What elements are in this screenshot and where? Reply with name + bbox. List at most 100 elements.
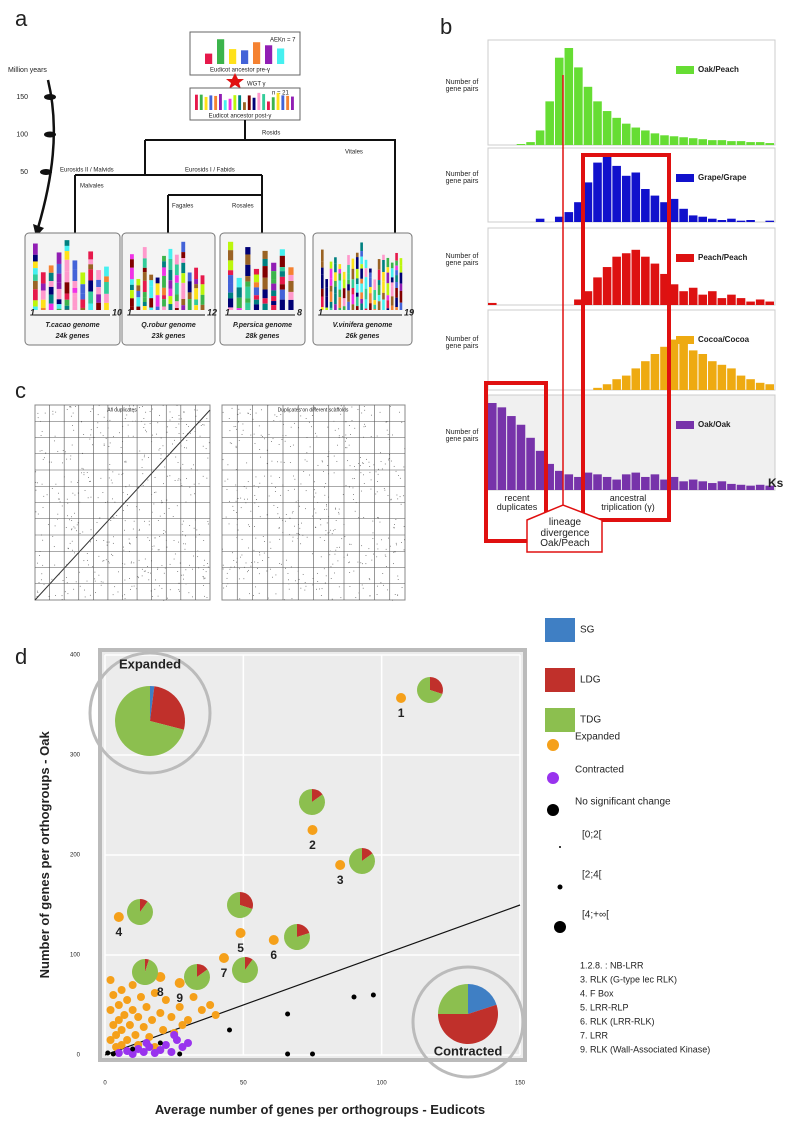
- dot-texture: [241, 434, 243, 435]
- dot-texture: [222, 411, 224, 413]
- dot-texture: [388, 459, 390, 461]
- point: [125, 1021, 134, 1029]
- dot-texture: [192, 596, 193, 598]
- chromosome-segment: [279, 249, 285, 256]
- chromosome-segment: [228, 283, 234, 293]
- dot-texture: [48, 461, 50, 463]
- dot-texture: [275, 574, 277, 576]
- dot-texture: [254, 443, 256, 444]
- dot-texture: [313, 481, 315, 483]
- dot-texture: [108, 468, 110, 470]
- dot-texture: [100, 432, 102, 434]
- histogram-bar: [698, 481, 708, 490]
- dot-texture: [330, 578, 332, 579]
- dot-texture: [81, 472, 82, 474]
- chromosome-segment: [395, 260, 398, 266]
- dot-texture: [316, 572, 318, 574]
- time-tick: [44, 131, 56, 138]
- chromosome-segment: [334, 286, 337, 294]
- dot-texture: [84, 589, 85, 591]
- dot-texture: [61, 595, 63, 597]
- chromosome-segment: [162, 275, 166, 288]
- dot-texture: [401, 587, 403, 588]
- histogram-bar: [688, 287, 698, 305]
- dot-texture: [157, 568, 158, 570]
- ancestral-chromosome: [253, 42, 261, 64]
- orthogroup-label: 9: [176, 991, 183, 1005]
- histogram-bar: [717, 481, 727, 490]
- dot-texture: [51, 488, 53, 489]
- chromosome-segment: [321, 261, 324, 268]
- histogram-bar: [746, 485, 755, 490]
- dot-texture: [350, 543, 352, 545]
- chromosome-segment: [142, 272, 147, 281]
- dot-texture: [92, 444, 93, 446]
- point: [117, 1026, 126, 1034]
- orthogroup-point: [113, 912, 124, 922]
- dot-texture: [128, 542, 130, 544]
- chromosome-segment: [342, 298, 346, 307]
- dot-texture: [266, 570, 268, 572]
- chromosome-segment: [236, 277, 242, 288]
- point: [123, 996, 132, 1004]
- dot-texture: [257, 562, 259, 564]
- dot-texture: [237, 421, 239, 423]
- chromosome-segment: [96, 279, 101, 288]
- dot-texture: [61, 505, 63, 507]
- chromosome-segment: [149, 286, 154, 299]
- dot-texture: [297, 500, 299, 501]
- chromosome-segment: [168, 296, 173, 305]
- ancestral-chromosome: [238, 95, 242, 110]
- dot-texture: [386, 421, 388, 423]
- histogram-bar: [554, 216, 564, 222]
- histogram-bar: [554, 57, 564, 146]
- dot-texture: [176, 405, 178, 406]
- dot-texture: [243, 578, 245, 580]
- dot-texture: [186, 477, 188, 479]
- dot-texture: [54, 435, 56, 437]
- dot-texture: [331, 598, 333, 600]
- dot-texture: [297, 567, 299, 569]
- panel-label: c: [15, 378, 26, 403]
- chromosome-segment: [390, 277, 394, 283]
- dot-texture: [129, 405, 130, 407]
- ancestral-chromosome: [195, 94, 198, 110]
- dot-texture: [79, 533, 81, 534]
- dot-texture: [129, 577, 130, 579]
- clade-label: Malvales: [80, 184, 104, 190]
- chromosome-segment: [48, 294, 54, 304]
- dot-texture: [278, 527, 280, 529]
- dot-texture: [387, 589, 388, 591]
- dot-texture: [352, 499, 354, 500]
- chromosome-segment: [395, 270, 398, 276]
- ancestral-chromosome: [267, 101, 270, 110]
- point: [112, 1031, 121, 1039]
- dot-texture: [133, 562, 135, 564]
- dot-texture: [125, 500, 126, 502]
- histogram-bar: [593, 277, 602, 305]
- dot-texture: [184, 548, 186, 550]
- dot-texture: [182, 433, 184, 434]
- dot-texture: [155, 579, 156, 581]
- ancestral-chromosome: [233, 95, 237, 110]
- dot-texture: [230, 566, 232, 568]
- y-axis-label: Number of gene pairs: [445, 171, 479, 186]
- genome-first: 1: [30, 307, 35, 317]
- dot-texture: [66, 498, 68, 500]
- dot-texture: [270, 547, 272, 549]
- dot-texture: [203, 424, 205, 426]
- dot-texture: [96, 532, 97, 534]
- dot-texture: [294, 478, 296, 480]
- dot-texture: [136, 487, 138, 488]
- dot-texture: [190, 468, 192, 470]
- genome-name: V.vinifera genome: [333, 322, 393, 329]
- dot-texture: [102, 581, 104, 583]
- dot-texture: [240, 497, 242, 499]
- point: [170, 1031, 179, 1039]
- dot-texture: [166, 426, 168, 428]
- chromosome-segment: [399, 290, 403, 303]
- dot-texture: [41, 450, 43, 451]
- dot-texture: [400, 503, 402, 505]
- dot-texture: [346, 447, 348, 449]
- chromosome-segment: [194, 288, 199, 300]
